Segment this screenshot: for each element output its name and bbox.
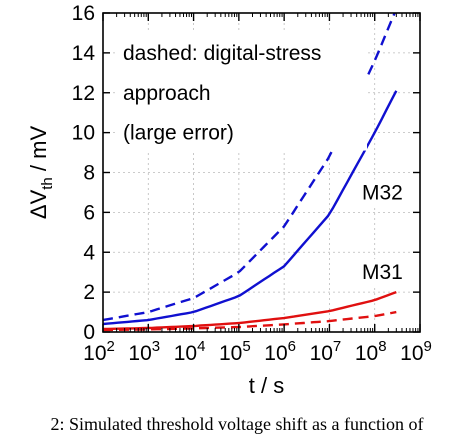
x-tick-label: 105: [219, 338, 251, 365]
y-axis-label: ΔVth / mV: [26, 126, 56, 220]
series-line-m31: [103, 290, 397, 331]
y-tick-label: 4: [83, 241, 95, 264]
x-tick-label: 108: [355, 338, 387, 365]
series-label-m32: M32: [362, 181, 403, 204]
axes: [102, 12, 421, 333]
x-tick-label: 102: [83, 338, 115, 365]
y-tick-label: 0: [83, 321, 95, 344]
x-tick-label: 104: [174, 338, 206, 365]
annotation-background: [117, 30, 367, 151]
figure-caption: 2: Simulated threshold voltage shift as …: [50, 414, 424, 434]
series-line-dashed-1: [103, 13, 396, 322]
x-tick-label: 106: [264, 338, 296, 365]
series-line-m32: [103, 90, 398, 326]
annotation-line: (large error): [123, 122, 234, 145]
x-tick-label: 107: [310, 338, 342, 365]
series-label-m31: M31: [362, 261, 403, 284]
y-tick-label: 2: [83, 281, 95, 304]
x-tick-label: 103: [128, 338, 160, 365]
y-tick-label: 16: [72, 2, 95, 25]
annotation-line: dashed: digital-stress: [123, 42, 321, 65]
series-label-background: [358, 179, 412, 206]
y-tick-label: 6: [83, 201, 95, 224]
y-tick-label: 8: [83, 162, 95, 185]
y-tick-label: 10: [72, 122, 95, 145]
y-tick-label: 12: [72, 82, 95, 105]
labels: 0 2 4 6 8 10 12 14 16 102 103 104 105 106 107 108 109 t /…: [26, 2, 432, 398]
y-tick-label: 14: [72, 42, 96, 65]
series-line-dashed-3: [103, 310, 397, 332]
x-axis-label: t / s: [249, 373, 284, 398]
series-label-background: [358, 259, 412, 286]
x-tick-label: 109: [400, 338, 432, 365]
annotation-line: approach: [123, 82, 211, 105]
plot-area: [103, 13, 398, 332]
